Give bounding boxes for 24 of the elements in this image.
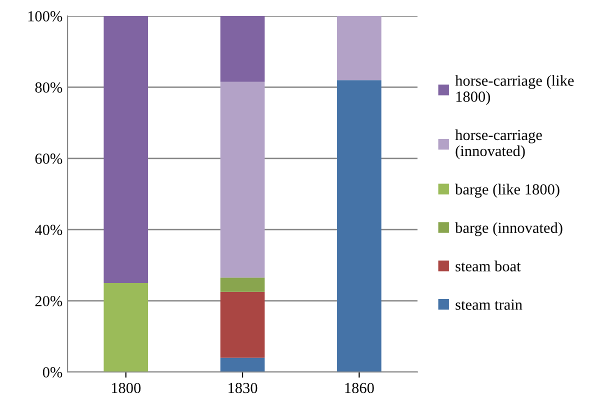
y-tick-label: 40% <box>34 224 62 236</box>
bar <box>337 80 382 372</box>
legend-label: horse-carriage (innovated) <box>455 129 542 160</box>
bar <box>220 16 265 82</box>
bar <box>220 82 265 278</box>
legend-label: steam boat <box>456 260 521 272</box>
bar <box>220 278 265 292</box>
x-tick-label: 1860 <box>345 382 374 394</box>
legend-label: barge (like 1800) <box>455 184 560 198</box>
bar <box>220 292 265 358</box>
x-tick-label: 1830 <box>228 382 258 394</box>
y-tick-label: 20% <box>35 296 62 306</box>
bar <box>220 358 265 372</box>
y-tick-label: 80% <box>35 82 62 93</box>
legend-label: barge (innovated) <box>455 222 562 236</box>
x-tick-label: 1800 <box>112 382 141 394</box>
y-tick-label: 0% <box>42 367 62 378</box>
legend-label: steam train <box>456 300 522 310</box>
bar <box>104 283 148 372</box>
legend-label: horse-carriage (like 1800) <box>455 75 574 105</box>
bar <box>104 16 148 283</box>
bar <box>337 16 382 80</box>
y-tick-label: 60% <box>35 154 62 164</box>
y-tick-label: 100% <box>28 11 62 22</box>
